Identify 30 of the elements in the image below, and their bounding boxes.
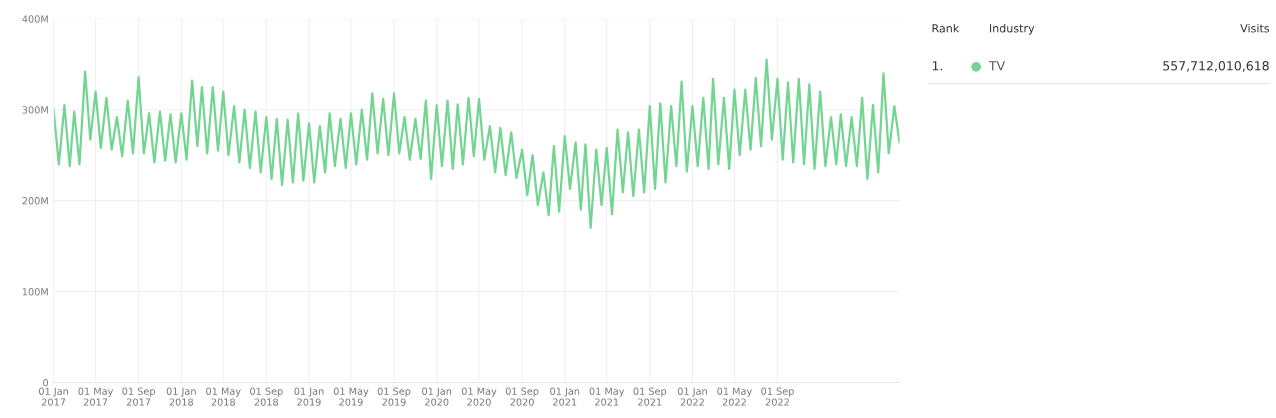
x-tick-label: 01 Jan 2022	[677, 387, 707, 406]
x-tick-label: 01 May 2022	[717, 387, 752, 406]
x-tick-label: 01 Sep 2020	[505, 387, 539, 406]
x-tick-label: 01 May 2021	[589, 387, 625, 406]
y-tick-label: 400M	[22, 15, 48, 23]
text: 1.	[932, 61, 943, 71]
text: Industry	[989, 23, 1035, 35]
y-tick-label: 200M	[22, 197, 48, 205]
y-tick-label: 300M	[22, 106, 48, 114]
x-tick-label: 01 Jan 2019	[294, 387, 324, 406]
x-tick-label: 01 May 2017	[78, 387, 114, 406]
x-tick-label: 01 Sep 2019	[377, 387, 411, 406]
text: Visits	[1240, 23, 1270, 33]
x-tick-label: 01 Sep 2017	[122, 387, 155, 406]
x-tick-label: 01 May 2020	[461, 387, 497, 406]
x-tick-label: 01 Sep 2018	[250, 387, 283, 406]
x-tick-label: 01 Jan 2020	[422, 387, 452, 406]
x-tick-label: 01 Jan 2017	[39, 387, 68, 406]
x-tick-label: 01 Sep 2022	[761, 387, 794, 406]
x-tick-label: 01 Jan 2018	[166, 387, 196, 406]
x-tick-label: 01 May 2018	[206, 387, 241, 406]
y-tick-label: 100M	[22, 288, 48, 296]
legend-label: TV	[988, 61, 1005, 71]
text: Rank	[932, 23, 960, 33]
line-series	[53, 58, 900, 230]
x-tick-label: 01 May 2019	[333, 387, 369, 406]
text: 557,712,010,618	[1163, 61, 1269, 72]
y-tick-label: 0	[43, 378, 49, 387]
x-tick-label: 01 Sep 2021	[633, 387, 667, 406]
x-tick-label: 01 Jan 2021	[550, 387, 580, 406]
